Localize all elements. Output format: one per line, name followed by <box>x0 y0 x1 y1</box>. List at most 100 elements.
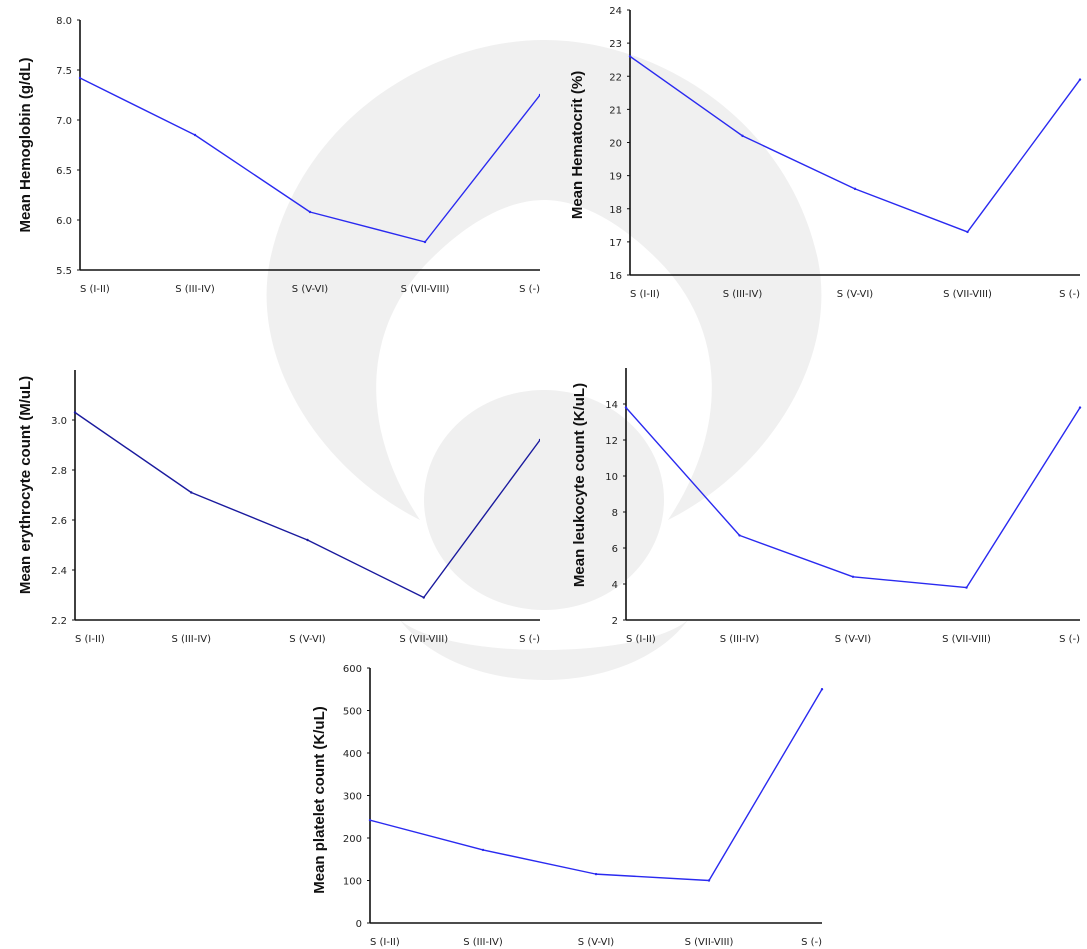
x-tick-label: S (-) <box>801 937 822 948</box>
chart-platelet: Mean platelet count (K/uL) 600 500 400 300 20… <box>311 664 824 948</box>
y-tick-label: 200 <box>343 834 362 845</box>
y-axis-label: Mean leukocyte count (K/uL) <box>571 383 588 587</box>
y-tick-label: 17 <box>609 238 622 249</box>
data-point <box>190 491 193 494</box>
series-line <box>625 407 1081 589</box>
y-tick-label: 19 <box>609 172 622 183</box>
data-point <box>422 596 425 599</box>
data-point <box>193 133 197 137</box>
y-tick-label: 23 <box>609 39 622 50</box>
y-tick-label: 24 <box>609 6 622 17</box>
y-tick-label: 2 <box>612 616 618 627</box>
y-tick-label: 12 <box>605 436 618 447</box>
y-tick-label: 300 <box>343 792 362 803</box>
y-tick-label: 2.8 <box>51 466 67 477</box>
chart-hemoglobin: Mean Hemoglobin (g/dL) 8.0 7.5 7.0 6.5 6.0 5.5… <box>17 16 540 295</box>
y-axis-label: Mean Hemoglobin (g/dL) <box>17 58 34 233</box>
chart-hematocrit: Mean Hematocrit (%) 24 23 22 21 20 19 18 17 16 S (… <box>569 6 1082 300</box>
x-tick-label: S (VII-VIII) <box>399 634 448 645</box>
y-tick-label: 5.5 <box>56 266 72 277</box>
x-tick-label: S (I-II) <box>626 634 656 645</box>
x-tick-label: S (-) <box>519 284 540 295</box>
y-tick-label: 500 <box>343 707 362 718</box>
y-tick-label: 100 <box>343 877 362 888</box>
data-point <box>306 538 309 542</box>
data-point <box>538 438 540 442</box>
x-tick-label: S (I-II) <box>75 634 105 645</box>
data-point <box>78 76 82 80</box>
data-point <box>738 534 741 537</box>
x-tick-label: S (VII-VIII) <box>943 289 992 300</box>
x-tick-label: S (VII-VIII) <box>401 284 450 295</box>
y-tick-label: 7.0 <box>56 116 72 127</box>
data-point <box>624 406 628 409</box>
y-tick-label: 3.0 <box>51 416 67 427</box>
y-tick-label: 4 <box>612 580 618 591</box>
y-tick-label: 7.5 <box>56 66 72 77</box>
y-tick-label: 0 <box>356 919 362 930</box>
watermark-lower <box>400 620 688 680</box>
x-tick-label: S (V-VI) <box>289 634 325 645</box>
data-point <box>707 879 711 882</box>
x-tick-label: S (VII-VIII) <box>685 937 734 948</box>
x-tick-label: S (-) <box>1059 289 1080 300</box>
data-point <box>1078 78 1082 81</box>
series-line <box>74 411 540 599</box>
y-tick-label: 600 <box>343 664 362 675</box>
data-point <box>1078 406 1082 409</box>
data-point <box>853 187 857 191</box>
y-tick-label: 21 <box>609 105 622 116</box>
x-tick-label: S (V-VI) <box>837 289 873 300</box>
data-point <box>73 411 77 414</box>
y-tick-label: 22 <box>609 72 622 83</box>
x-tick-label: S (III-IV) <box>720 634 760 645</box>
y-tick-label: 8 <box>612 508 618 519</box>
y-axis-label: Mean platelet count (K/uL) <box>311 706 328 894</box>
data-point <box>368 818 372 822</box>
x-tick-label: S (I-II) <box>80 284 110 295</box>
chart-erythrocyte: Mean erythrocyte count (M/uL) 3.0 2.8 2.6 2.… <box>17 370 540 645</box>
y-tick-label: 8.0 <box>56 16 72 27</box>
x-tick-label: S (-) <box>519 634 540 645</box>
data-point <box>628 55 632 58</box>
y-tick-label: 6.5 <box>56 166 72 177</box>
x-tick-label: S (-) <box>1059 634 1080 645</box>
x-tick-label: S (III-IV) <box>463 937 503 948</box>
y-tick-label: 2.2 <box>51 616 67 627</box>
x-tick-label: S (III-IV) <box>171 634 211 645</box>
watermark-crest-right <box>544 40 822 520</box>
data-point <box>851 575 855 578</box>
y-axis-label: Mean Hematocrit (%) <box>569 71 586 219</box>
y-tick-label: 2.4 <box>51 566 67 577</box>
x-tick-label: S (III-IV) <box>175 284 215 295</box>
data-point <box>308 210 312 214</box>
series-line <box>369 688 823 882</box>
x-tick-label: S (V-VI) <box>578 937 614 948</box>
data-point <box>741 134 744 138</box>
series-line <box>79 77 540 243</box>
y-tick-label: 20 <box>609 139 622 150</box>
data-point <box>820 688 824 691</box>
y-tick-label: 16 <box>609 271 622 282</box>
watermark-crest-left <box>266 40 544 520</box>
y-tick-label: 400 <box>343 749 362 760</box>
series-line <box>629 55 1081 233</box>
y-tick-label: 6.0 <box>56 216 72 227</box>
y-tick-label: 14 <box>605 400 618 411</box>
watermark-center <box>424 390 664 610</box>
x-tick-label: S (VII-VIII) <box>942 634 991 645</box>
data-point <box>966 230 969 234</box>
y-tick-label: 18 <box>609 205 622 216</box>
x-tick-label: S (I-II) <box>630 289 660 300</box>
x-tick-label: S (V-VI) <box>292 284 328 295</box>
y-axis-label: Mean erythrocyte count (M/uL) <box>17 376 34 594</box>
y-tick-label: 10 <box>605 472 618 483</box>
data-point <box>423 240 427 244</box>
data-point <box>538 93 540 97</box>
data-point <box>965 586 968 589</box>
x-tick-label: S (I-II) <box>370 937 400 948</box>
x-tick-label: S (V-VI) <box>835 634 871 645</box>
chart-leukocyte: Mean leukocyte count (K/uL) 14 12 10 8 6 4 2 S (… <box>571 368 1082 645</box>
y-tick-label: 6 <box>612 544 618 555</box>
